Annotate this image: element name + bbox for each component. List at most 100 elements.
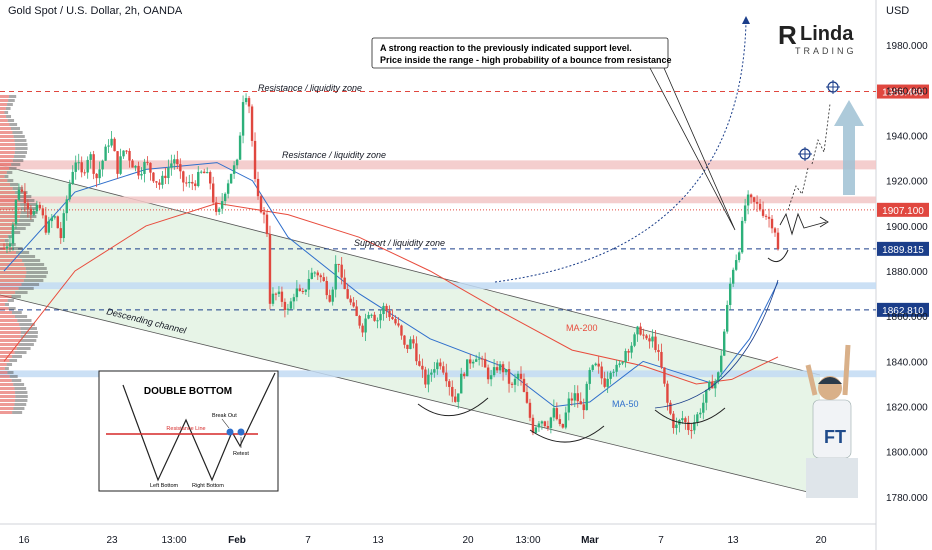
person-illustration: FT	[805, 344, 858, 498]
volume-bar	[16, 251, 30, 254]
volume-bar	[18, 343, 34, 346]
volume-bar	[0, 407, 14, 410]
candle-body	[543, 421, 547, 427]
candle-body	[301, 290, 305, 292]
candle-body	[519, 373, 523, 379]
candle-body	[17, 189, 21, 200]
candle-body	[684, 418, 687, 423]
candle-body	[513, 378, 517, 385]
candle-body	[546, 426, 550, 428]
candle-body	[660, 351, 663, 368]
candle-body	[720, 355, 723, 373]
inset-resistance-label: Resistance Line	[166, 426, 205, 432]
candle-body	[609, 372, 612, 379]
candle-body	[696, 414, 699, 423]
candle-body	[708, 381, 711, 390]
candle-body	[600, 366, 603, 379]
volume-bar	[17, 319, 32, 322]
candle-body	[379, 314, 382, 321]
candle-body	[773, 228, 777, 233]
candle-body	[2, 248, 6, 250]
candle-body	[418, 361, 421, 366]
volume-bar	[22, 259, 41, 262]
volume-bar	[14, 387, 27, 390]
currency-label: USD	[886, 5, 910, 17]
candle-body	[576, 393, 579, 402]
candle-body	[567, 398, 571, 413]
candle-body	[74, 162, 77, 172]
candle-body	[364, 318, 367, 333]
volume-bar	[0, 311, 12, 314]
candle-body	[734, 260, 738, 270]
volume-bar	[0, 335, 21, 338]
candle-body	[346, 289, 349, 299]
volume-bar	[0, 291, 16, 294]
volume-bar	[0, 299, 8, 302]
logo-sub: TRADING	[795, 46, 857, 56]
candle-body	[53, 216, 57, 218]
volume-bar	[0, 303, 5, 306]
candle-body	[206, 172, 209, 174]
candle-body	[253, 140, 257, 179]
volume-bar	[0, 379, 12, 382]
candle-body	[480, 358, 484, 360]
candle-body	[448, 381, 451, 387]
resistance-label-mid: Resistance / liquidity zone	[282, 150, 386, 160]
retest-dot	[237, 428, 245, 436]
candle-body	[522, 378, 526, 392]
zigzag-arrowhead	[819, 216, 829, 228]
volume-bar	[13, 383, 25, 386]
candle-body	[579, 401, 582, 405]
volume-bar	[0, 143, 16, 146]
candle-body	[725, 304, 729, 332]
candle-body	[334, 263, 337, 290]
candle-body	[361, 325, 364, 333]
volume-bar	[0, 135, 14, 138]
volume-bar	[0, 383, 14, 386]
candle-body	[268, 234, 272, 304]
candle-body	[639, 326, 642, 335]
candle-body	[98, 169, 101, 179]
candle-body	[492, 367, 496, 376]
x-tick-label: 7	[305, 535, 311, 546]
volume-bar	[25, 275, 47, 278]
candle-body	[454, 396, 457, 402]
volume-bar	[0, 363, 7, 366]
candle-body	[702, 402, 705, 413]
candle-body	[385, 305, 388, 311]
candle-body	[89, 154, 92, 160]
big-up-arrow	[834, 100, 864, 195]
candle-body	[681, 418, 684, 421]
price-label-text: 1907.100	[882, 206, 924, 217]
candle-body	[409, 339, 412, 349]
candle-body	[406, 344, 409, 349]
volume-bar	[18, 219, 34, 222]
candle-body	[758, 203, 762, 210]
candle-body	[14, 199, 18, 225]
volume-bar	[0, 287, 19, 290]
candle-body	[537, 423, 541, 428]
candle-body	[648, 338, 651, 342]
volume-bar	[8, 243, 16, 246]
volume-bar	[0, 151, 15, 154]
candle-body	[633, 334, 636, 346]
candle-body	[286, 308, 290, 310]
volume-bar	[0, 263, 25, 266]
volume-bar	[4, 175, 9, 178]
volume-bar	[7, 103, 13, 106]
x-tick-label: 7	[658, 535, 664, 546]
candle-body	[693, 422, 696, 431]
volume-bar	[0, 315, 15, 318]
volume-bar	[0, 279, 24, 282]
candle-body	[59, 228, 62, 239]
x-tick-label: 16	[18, 535, 30, 546]
candle-body	[203, 171, 206, 174]
volume-bar	[0, 159, 13, 162]
candle-body	[158, 182, 161, 185]
candle-body	[755, 201, 759, 204]
callout-line-2: Price inside the range - high probabilit…	[380, 55, 672, 65]
candle-body	[663, 367, 666, 384]
candle-body	[451, 386, 454, 397]
volume-bar	[0, 147, 16, 150]
volume-bar	[0, 255, 20, 258]
